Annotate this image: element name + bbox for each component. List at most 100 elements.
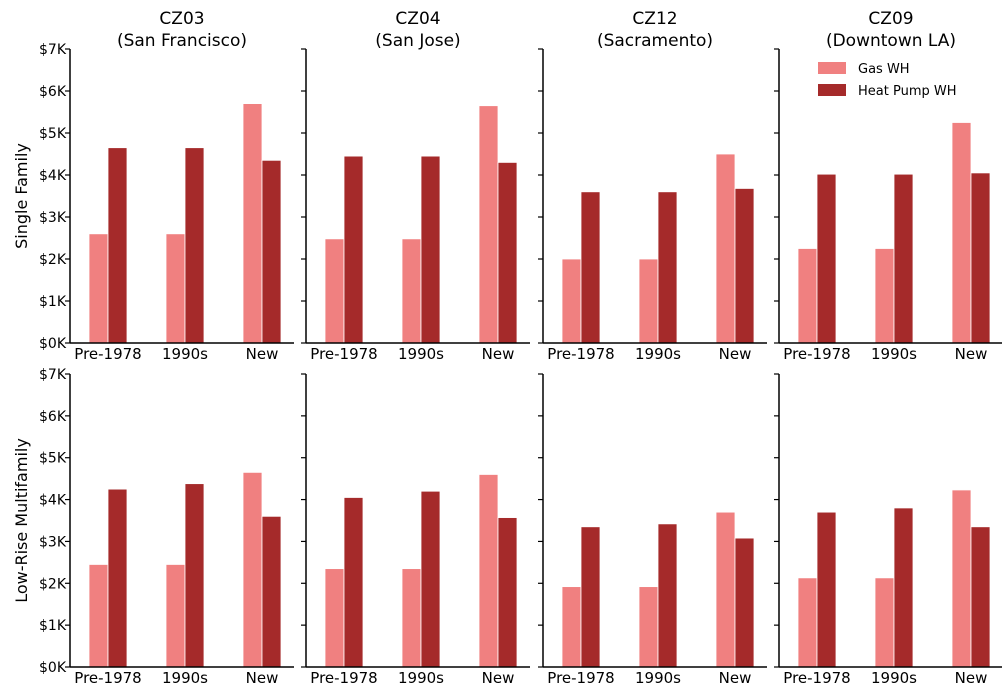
x-tick-label: 1990s bbox=[871, 345, 917, 363]
bar-gas-wh bbox=[874, 577, 895, 668]
x-tick-label: New bbox=[482, 345, 515, 363]
column-title-city: (Sacramento) bbox=[597, 31, 713, 51]
bar-heat-pump-wh bbox=[893, 173, 914, 344]
x-tick-label: 1990s bbox=[871, 669, 917, 685]
bar-gas-wh bbox=[165, 233, 186, 344]
bar-gas-wh bbox=[715, 153, 736, 344]
panel-1-2: Pre-1978 1990s New bbox=[538, 373, 767, 685]
x-tick-label: Pre-1978 bbox=[783, 345, 850, 363]
column-title-city: (Downtown LA) bbox=[826, 31, 956, 51]
y-tick-label: $3K bbox=[39, 210, 67, 226]
x-tick-label: 1990s bbox=[635, 345, 681, 363]
x-tick-label: 1990s bbox=[398, 345, 444, 363]
bar-gas-wh bbox=[951, 489, 972, 668]
x-tick-label: Pre-1978 bbox=[547, 669, 614, 685]
x-tick-label: 1990s bbox=[635, 669, 681, 685]
bar-heat-pump-wh bbox=[580, 191, 601, 344]
bar-heat-pump-wh bbox=[420, 490, 441, 668]
bar-heat-pump-wh bbox=[734, 537, 755, 668]
bar-heat-pump-wh bbox=[107, 147, 128, 344]
y-tick-label: $4K bbox=[39, 168, 67, 184]
bar-gas-wh bbox=[638, 586, 659, 668]
panel-1-1: Pre-1978 1990s New bbox=[301, 373, 530, 685]
panel-0-2: Pre-1978 1990s New bbox=[538, 48, 767, 363]
bar-gas-wh bbox=[478, 105, 499, 344]
bar-heat-pump-wh bbox=[657, 191, 678, 344]
x-tick-label: New bbox=[719, 345, 752, 363]
bar-gas-wh bbox=[401, 238, 422, 344]
bar-gas-wh bbox=[561, 258, 582, 344]
bar-gas-wh bbox=[561, 586, 582, 668]
bar-heat-pump-wh bbox=[261, 515, 282, 668]
legend-label: Heat Pump WH bbox=[858, 84, 957, 99]
x-tick-label: Pre-1978 bbox=[547, 345, 614, 363]
panel-1-0: Pre-1978 1990s New bbox=[65, 373, 294, 685]
y-tick-label: $3K bbox=[39, 534, 67, 550]
bar-gas-wh bbox=[797, 577, 818, 668]
bar-gas-wh bbox=[324, 238, 345, 344]
x-tick-label: Pre-1978 bbox=[310, 669, 377, 685]
legend-swatch-gas-wh bbox=[818, 62, 846, 74]
x-tick-label: New bbox=[955, 345, 988, 363]
bar-heat-pump-wh bbox=[107, 488, 128, 668]
bar-gas-wh bbox=[88, 564, 109, 668]
y-tick-label: $7K bbox=[39, 42, 67, 58]
bar-gas-wh bbox=[242, 103, 263, 344]
x-tick-label: 1990s bbox=[398, 669, 444, 685]
y-tick-label: $0K bbox=[39, 336, 67, 352]
bar-heat-pump-wh bbox=[816, 173, 837, 344]
y-tick-label: $4K bbox=[39, 493, 67, 509]
row-label: Single Family bbox=[12, 143, 31, 249]
column-title-zone: CZ03 bbox=[159, 9, 204, 29]
column-title-zone: CZ12 bbox=[632, 9, 677, 29]
legend: Gas WH Heat Pump WH bbox=[818, 62, 957, 99]
bar-heat-pump-wh bbox=[580, 526, 601, 668]
y-tick-label: $0K bbox=[39, 660, 67, 676]
bar-gas-wh bbox=[324, 568, 345, 668]
bar-heat-pump-wh bbox=[184, 147, 205, 344]
panel-1-3: Pre-1978 1990s New bbox=[774, 373, 1002, 685]
legend-label: Gas WH bbox=[858, 62, 910, 77]
y-tick-label: $1K bbox=[39, 618, 67, 634]
x-tick-label: New bbox=[246, 669, 279, 685]
bar-gas-wh bbox=[638, 258, 659, 344]
x-tick-label: Pre-1978 bbox=[74, 345, 141, 363]
y-tick-label: $6K bbox=[39, 409, 67, 425]
column-title-city: (San Jose) bbox=[375, 31, 460, 51]
column-title-zone: CZ04 bbox=[395, 9, 440, 29]
y-tick-label: $6K bbox=[39, 84, 67, 100]
legend-swatch-heat-pump-wh bbox=[818, 84, 846, 96]
bar-gas-wh bbox=[401, 568, 422, 668]
y-tick-label: $1K bbox=[39, 294, 67, 310]
bar-gas-wh bbox=[715, 511, 736, 668]
x-tick-label: Pre-1978 bbox=[74, 669, 141, 685]
bar-heat-pump-wh bbox=[420, 155, 441, 344]
panel-0-1: Pre-1978 1990s New bbox=[301, 48, 530, 363]
bar-heat-pump-wh bbox=[816, 511, 837, 668]
bar-heat-pump-wh bbox=[970, 526, 991, 668]
bar-heat-pump-wh bbox=[970, 172, 991, 344]
y-tick-label: $2K bbox=[39, 252, 67, 268]
bar-heat-pump-wh bbox=[734, 188, 755, 344]
bar-heat-pump-wh bbox=[657, 523, 678, 668]
bar-gas-wh bbox=[797, 248, 818, 344]
x-tick-label: Pre-1978 bbox=[783, 669, 850, 685]
x-tick-label: Pre-1978 bbox=[310, 345, 377, 363]
bar-gas-wh bbox=[165, 564, 186, 668]
bar-heat-pump-wh bbox=[893, 507, 914, 668]
panel-0-0: Pre-1978 1990s New bbox=[65, 48, 294, 363]
panel-0-3: Pre-1978 1990s New bbox=[774, 48, 1002, 363]
row-label: Low-Rise Multifamily bbox=[12, 438, 31, 603]
y-tick-label: $2K bbox=[39, 576, 67, 592]
column-title-city: (San Francisco) bbox=[117, 31, 247, 51]
bar-heat-pump-wh bbox=[343, 497, 364, 668]
x-tick-label: New bbox=[246, 345, 279, 363]
x-tick-label: New bbox=[482, 669, 515, 685]
bar-gas-wh bbox=[874, 248, 895, 344]
x-tick-label: 1990s bbox=[162, 345, 208, 363]
bar-gas-wh bbox=[951, 122, 972, 344]
x-tick-label: New bbox=[719, 669, 752, 685]
x-tick-label: New bbox=[955, 669, 988, 685]
bar-heat-pump-wh bbox=[343, 155, 364, 344]
